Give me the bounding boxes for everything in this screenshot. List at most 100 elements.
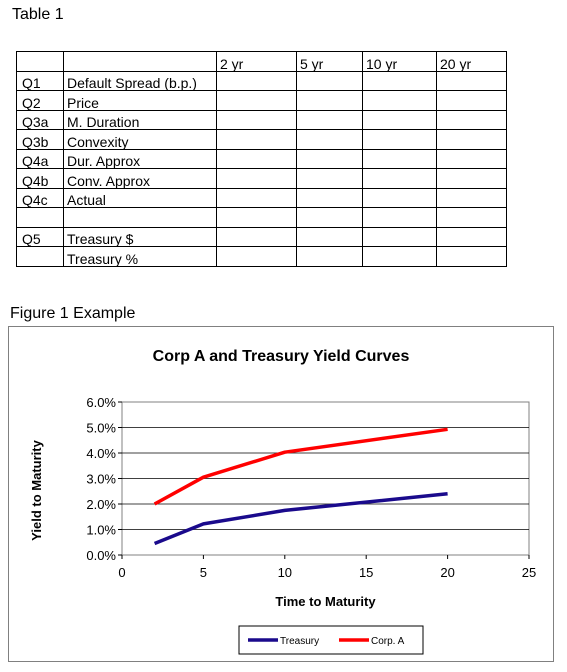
data-table: 2 yr 5 yr 10 yr 20 yr Q1 Default Spread (b.p.… [16, 51, 507, 267]
value-cell [436, 129, 507, 150]
value-cell [216, 207, 297, 228]
row-label-cell: Conv. Approx [63, 168, 217, 189]
value-cell [436, 90, 507, 111]
value-cell [436, 187, 507, 208]
header-cell: 5 yr [296, 51, 363, 72]
y-tick-label: 6.0% [86, 395, 116, 410]
row-label-cell: Dur. Approx [63, 148, 217, 169]
value-cell [362, 148, 437, 169]
value-cell [216, 90, 297, 111]
value-cell [436, 109, 507, 130]
table-row: Q2 Price [16, 90, 507, 111]
value-cell [216, 109, 297, 130]
row-label-cell: Default Spread (b.p.) [63, 70, 217, 91]
table-row: Q4b Conv. Approx [16, 168, 507, 189]
value-cell [296, 129, 363, 150]
value-cell [436, 168, 507, 189]
x-tick-label: 5 [200, 565, 207, 580]
question-id-cell [16, 207, 64, 228]
value-cell [362, 129, 437, 150]
value-cell [296, 187, 363, 208]
chart-title: Corp A and Treasury Yield Curves [153, 348, 410, 365]
question-id-cell: Q1 [16, 70, 64, 91]
x-tick-label: 0 [118, 565, 125, 580]
question-id-cell [16, 246, 64, 267]
value-cell [436, 70, 507, 91]
value-cell [296, 109, 363, 130]
value-cell [436, 226, 507, 247]
value-cell [362, 207, 437, 228]
series-line-corp-a [153, 427, 448, 506]
row-label-cell: M. Duration [63, 109, 217, 130]
value-cell [362, 226, 437, 247]
legend-label-corp-a: Corp. A [371, 636, 405, 647]
table-row: Q3b Convexity [16, 129, 507, 150]
x-tick-label: 15 [359, 565, 373, 580]
legend-label-treasury: Treasury [280, 636, 319, 647]
row-label-cell: Treasury $ [63, 226, 217, 247]
value-cell [296, 70, 363, 91]
value-cell [296, 226, 363, 247]
row-label-cell: Price [63, 90, 217, 111]
value-cell [362, 246, 437, 267]
table-row: Q1 Default Spread (b.p.) [16, 70, 507, 91]
question-id-cell: Q4c [16, 187, 64, 208]
header-cell: 2 yr [216, 51, 297, 72]
value-cell [362, 109, 437, 130]
y-tick-label: 3.0% [86, 472, 116, 487]
x-tick-label: 20 [440, 565, 454, 580]
y-axis-label: Yield to Maturity [29, 439, 44, 540]
question-id-cell: Q4b [16, 168, 64, 189]
value-cell [362, 168, 437, 189]
value-cell [296, 168, 363, 189]
table-row: Q4a Dur. Approx [16, 148, 507, 169]
value-cell [362, 90, 437, 111]
value-cell [216, 246, 297, 267]
value-cell [296, 148, 363, 169]
table-row: Q3a M. Duration [16, 109, 507, 130]
value-cell [296, 207, 363, 228]
x-axis-label: Time to Maturity [275, 594, 376, 609]
y-tick-label: 4.0% [86, 446, 116, 461]
table-row [16, 207, 507, 228]
question-id-cell: Q2 [16, 90, 64, 111]
value-cell [216, 70, 297, 91]
table-title: Table 1 [12, 6, 64, 23]
value-cell [296, 246, 363, 267]
header-cell: 10 yr [362, 51, 437, 72]
y-tick-label: 0.0% [86, 548, 116, 563]
table-row: Q4c Actual [16, 187, 507, 208]
table-row: Treasury % [16, 246, 507, 267]
row-label-cell: Convexity [63, 129, 217, 150]
header-cell [16, 51, 64, 72]
header-row: 2 yr 5 yr 10 yr 20 yr [16, 51, 507, 72]
header-cell: 20 yr [436, 51, 507, 72]
value-cell [362, 187, 437, 208]
question-id-cell: Q5 [16, 226, 64, 247]
value-cell [216, 129, 297, 150]
row-label-cell: Actual [63, 187, 217, 208]
value-cell [436, 148, 507, 169]
value-cell [216, 148, 297, 169]
chart-container: Corp A and Treasury Yield Curves 0.0% 1.0%… [8, 326, 554, 662]
x-tick-label: 10 [278, 565, 292, 580]
row-label-cell [63, 207, 217, 228]
value-cell [216, 168, 297, 189]
figure-title: Figure 1 Example [10, 305, 136, 322]
value-cell [436, 246, 507, 267]
value-cell [436, 207, 507, 228]
x-tick-label: 25 [522, 565, 536, 580]
value-cell [362, 70, 437, 91]
row-label-cell: Treasury % [63, 246, 217, 267]
y-tick-label: 5.0% [86, 421, 116, 436]
question-id-cell: Q3a [16, 109, 64, 130]
yield-curve-chart: Corp A and Treasury Yield Curves 0.0% 1.0%… [29, 348, 536, 655]
value-cell [216, 187, 297, 208]
series-line-treasury [153, 492, 448, 546]
value-cell [296, 90, 363, 111]
y-tick-label: 1.0% [86, 523, 116, 538]
y-tick-label: 2.0% [86, 497, 116, 512]
question-id-cell: Q4a [16, 148, 64, 169]
header-cell [63, 51, 217, 72]
question-id-cell: Q3b [16, 129, 64, 150]
